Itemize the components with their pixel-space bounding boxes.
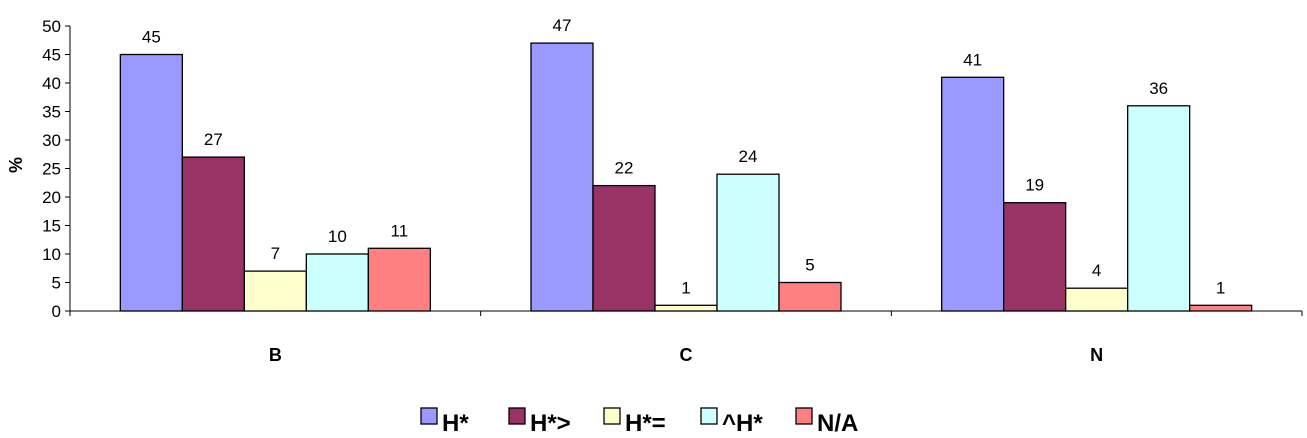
legend-swatch	[603, 407, 621, 425]
y-tick-label: 35	[42, 103, 61, 122]
data-label: 1	[1216, 278, 1225, 297]
y-tick-label: 45	[42, 46, 61, 65]
y-axis-label: %	[6, 157, 26, 173]
y-tick-label: 30	[42, 131, 61, 150]
bar	[941, 76, 1005, 312]
y-tick-label: 40	[42, 74, 61, 93]
legend-label: H*	[442, 410, 469, 437]
legend-label: H*=	[625, 410, 666, 437]
y-tick-label: 20	[42, 188, 61, 207]
bar	[1127, 105, 1191, 312]
x-tick-label: N	[1090, 345, 1103, 365]
bar	[1003, 202, 1067, 312]
legend-swatch	[700, 407, 718, 425]
bar	[592, 184, 656, 312]
data-label: 36	[1149, 79, 1168, 98]
bar	[1065, 287, 1129, 312]
data-label: 47	[553, 16, 572, 35]
bar	[119, 53, 183, 312]
bar	[530, 42, 594, 312]
legend-swatch	[795, 407, 813, 425]
data-label: 45	[142, 28, 161, 47]
bar	[778, 281, 842, 312]
legend-label: H*>	[530, 410, 571, 437]
data-label: 27	[204, 130, 223, 149]
bar	[305, 253, 369, 312]
bar	[181, 156, 245, 312]
data-label: 11	[391, 221, 409, 240]
legend-swatch	[420, 407, 438, 425]
bar	[1189, 304, 1253, 312]
bar	[716, 173, 780, 312]
y-tick-label: 5	[52, 274, 61, 293]
data-label: 1	[681, 278, 690, 297]
y-tick-label: 10	[42, 245, 61, 264]
y-tick-label: 25	[42, 160, 61, 179]
legend-swatch	[508, 407, 526, 425]
bar	[367, 247, 431, 312]
bar	[654, 304, 718, 312]
y-tick-label: 50	[42, 17, 61, 36]
data-label: 22	[615, 159, 634, 178]
data-label: 41	[963, 50, 982, 69]
legend-label: N/A	[817, 410, 858, 437]
legend: H* H*> H*= ^H* N/A	[420, 407, 858, 437]
y-tick-label: 15	[42, 217, 61, 236]
legend-label: ^H*	[722, 410, 763, 437]
x-tick-label: C	[680, 345, 693, 365]
data-label: 5	[805, 256, 814, 275]
data-label: 4	[1092, 261, 1101, 280]
data-label: 10	[328, 227, 347, 246]
plot-area: 0 5 10 15 20 25 30 35 40 45 50 45 27 7 10 11 B 47 22 1 24 5 C 4…	[42, 16, 1303, 365]
y-tick-label: 0	[52, 302, 61, 321]
data-label: 24	[739, 147, 758, 166]
x-tick-label: B	[269, 345, 282, 365]
bar	[243, 270, 307, 312]
data-label: 19	[1025, 176, 1044, 195]
data-label: 7	[271, 244, 280, 263]
